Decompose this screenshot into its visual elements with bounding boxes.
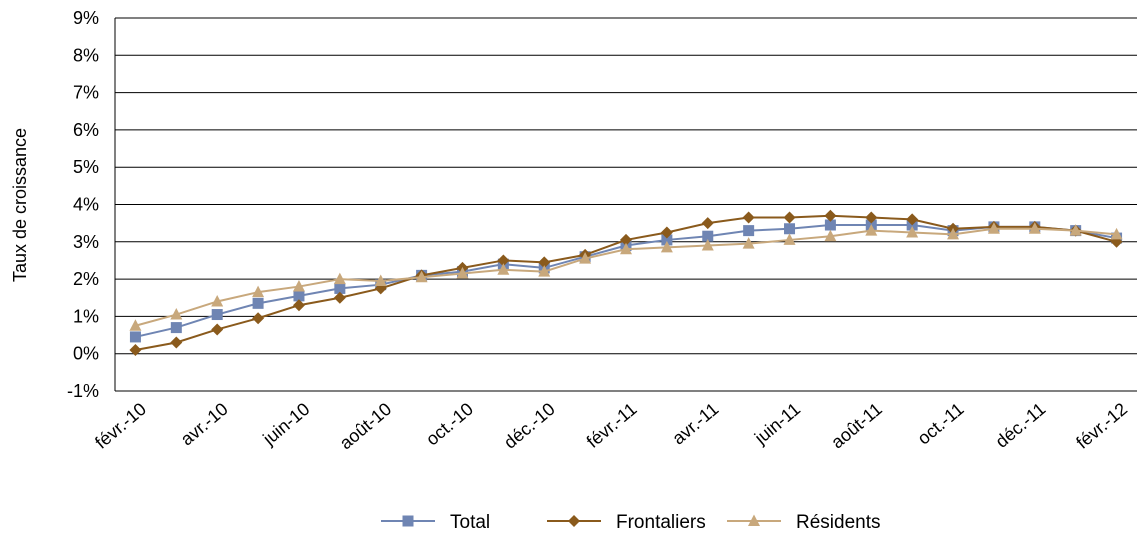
data-point-triangle xyxy=(783,233,796,245)
data-point-diamond xyxy=(252,312,265,325)
data-point-diamond xyxy=(742,211,755,224)
data-point-triangle xyxy=(906,225,919,238)
y-tick-label: 0% xyxy=(73,344,99,364)
y-tick-label: -1% xyxy=(67,381,99,401)
data-point-diamond xyxy=(211,323,224,336)
data-point-triangle xyxy=(1069,224,1082,236)
legend: Total Frontaliers Résidents xyxy=(381,512,881,533)
gridlines xyxy=(114,17,1137,392)
data-point-square xyxy=(743,225,755,237)
y-tick-label: 7% xyxy=(73,83,99,103)
x-tick-label: août-10 xyxy=(336,399,396,454)
x-tick-label: avr.-10 xyxy=(177,399,232,450)
data-point-square xyxy=(824,219,836,231)
data-point-triangle xyxy=(987,222,1000,234)
data-point-triangle xyxy=(129,319,142,331)
legend-label: Total xyxy=(450,512,490,533)
data-point-triangle xyxy=(1028,222,1041,234)
data-point-square xyxy=(334,282,346,294)
data-point-diamond xyxy=(660,226,673,239)
data-point-triangle xyxy=(947,227,960,240)
legend-item: Résidents xyxy=(727,512,881,533)
x-tick-label: juin-10 xyxy=(259,399,314,450)
x-tick-label: févr.-10 xyxy=(91,399,150,453)
y-tick-label: 5% xyxy=(73,157,99,177)
data-point-triangle xyxy=(1110,227,1123,240)
data-point-triangle xyxy=(292,280,305,292)
data-point-diamond xyxy=(129,343,142,356)
y-tick-label: 3% xyxy=(73,232,99,252)
data-point-square xyxy=(170,322,182,334)
data-point-square xyxy=(784,223,796,235)
data-point-diamond xyxy=(497,254,510,267)
data-point-triangle xyxy=(748,514,760,526)
data-point-triangle xyxy=(415,270,428,283)
data-point-diamond xyxy=(333,291,346,304)
y-axis-ticks: -1% 0% 1% 2% 3% 4% 5% 6% 7% 8% 9% xyxy=(67,8,99,401)
data-point-triangle xyxy=(579,252,592,264)
data-point-square xyxy=(702,230,714,242)
x-axis-ticks: févr.-10 avr.-10 juin-10 août-10 oct.-10 déc.… xyxy=(91,399,1131,454)
data-point-diamond xyxy=(170,336,183,349)
series-résidents xyxy=(129,222,1123,331)
data-point-triangle xyxy=(374,274,387,286)
x-tick-label: oct.-11 xyxy=(914,399,968,449)
data-point-triangle xyxy=(456,267,469,279)
data-point-triangle xyxy=(211,294,224,307)
x-tick-label: févr.-12 xyxy=(1072,399,1131,453)
y-tick-label: 8% xyxy=(73,45,99,65)
x-tick-label: févr.-11 xyxy=(583,399,641,452)
data-point-triangle xyxy=(170,308,183,320)
data-point-square xyxy=(661,234,673,246)
x-tick-label: oct.-10 xyxy=(422,399,477,450)
data-point-square xyxy=(293,290,305,302)
data-point-diamond xyxy=(620,233,632,246)
y-tick-label: 6% xyxy=(73,120,99,140)
data-point-diamond xyxy=(906,213,919,226)
data-point-square xyxy=(211,309,223,321)
legend-item: Frontaliers xyxy=(547,512,706,533)
data-point-diamond xyxy=(701,217,714,230)
data-point-diamond xyxy=(568,515,580,527)
data-point-diamond xyxy=(538,256,551,269)
data-point-triangle xyxy=(252,285,265,298)
y-tick-label: 9% xyxy=(73,8,99,28)
x-tick-label: avr.-11 xyxy=(668,399,722,449)
x-tick-label: déc.-11 xyxy=(992,399,1050,452)
data-point-triangle xyxy=(620,242,632,255)
data-point-triangle xyxy=(333,272,346,285)
legend-item: Total xyxy=(381,512,490,533)
data-point-diamond xyxy=(824,209,837,222)
data-point-square xyxy=(402,515,414,527)
y-tick-label: 2% xyxy=(73,269,99,289)
y-tick-label: 1% xyxy=(73,306,99,326)
data-point-triangle xyxy=(701,239,714,251)
y-axis-title: Taux de croissance xyxy=(10,128,30,282)
y-tick-label: 4% xyxy=(73,195,99,215)
data-point-triangle xyxy=(497,263,510,275)
legend-label: Résidents xyxy=(796,512,881,533)
data-point-square xyxy=(129,331,141,343)
data-point-square xyxy=(252,297,264,309)
data-point-triangle xyxy=(660,240,673,253)
series-lines xyxy=(129,209,1123,356)
data-point-triangle xyxy=(865,224,878,236)
data-point-diamond xyxy=(865,211,878,224)
data-point-triangle xyxy=(538,265,551,277)
x-tick-label: juin-11 xyxy=(750,399,804,449)
data-point-diamond xyxy=(783,211,796,224)
data-point-triangle xyxy=(742,237,755,249)
data-point-triangle xyxy=(824,229,837,242)
data-point-diamond xyxy=(292,299,305,312)
x-tick-label: août-11 xyxy=(827,399,886,453)
legend-label: Frontaliers xyxy=(616,512,706,533)
x-tick-label: déc.-10 xyxy=(500,399,559,453)
